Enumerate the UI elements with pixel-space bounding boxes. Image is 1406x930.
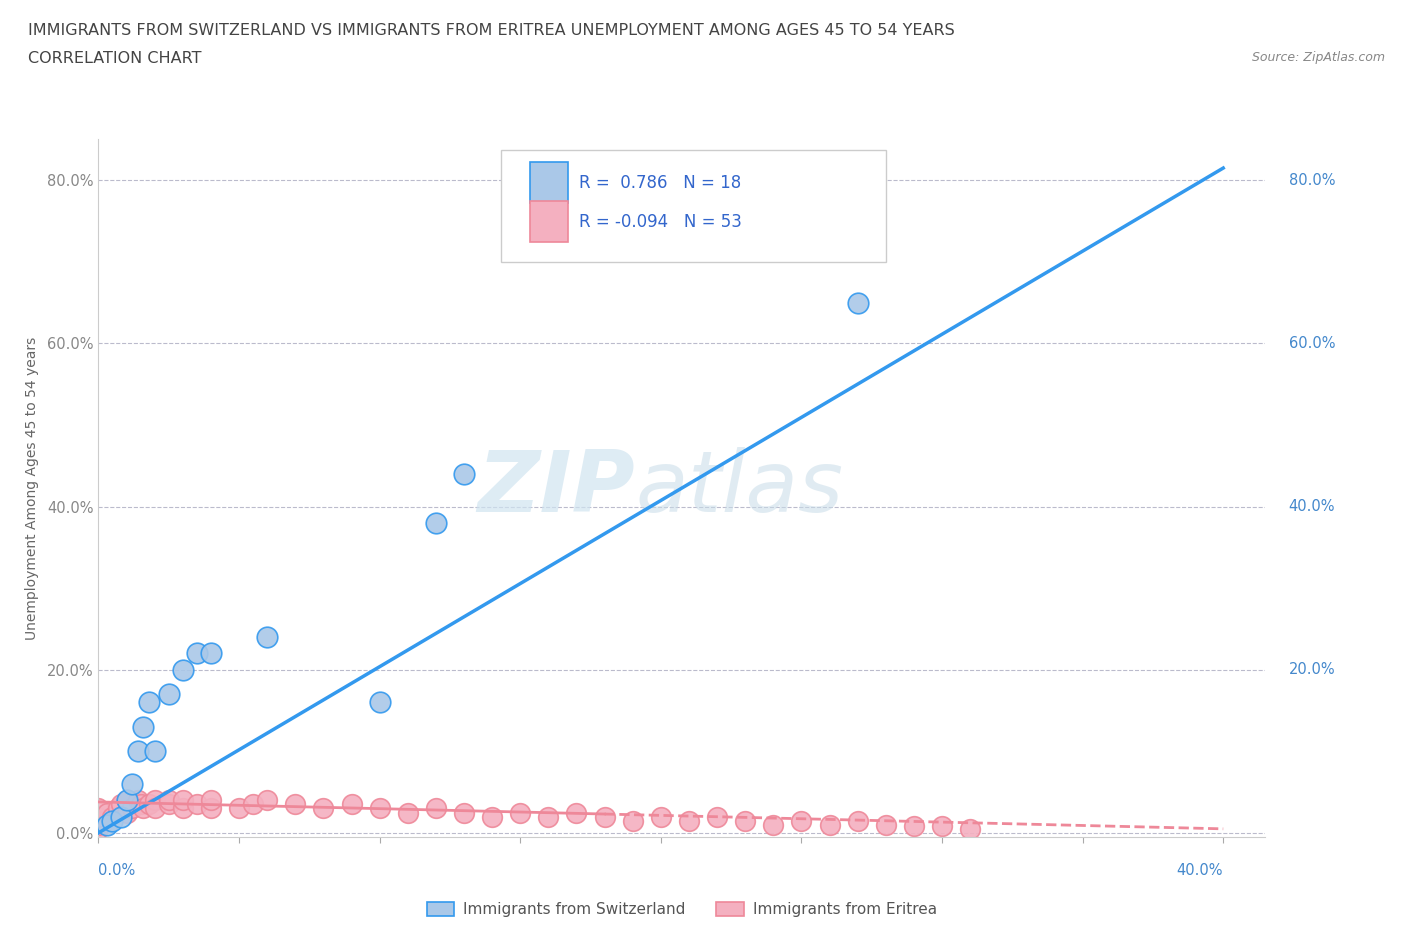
Point [143, 744, 166, 759]
Point [509, 805, 531, 820]
Point [143, 793, 166, 808]
Point [425, 801, 447, 816]
Point [96, 805, 118, 820]
Point [790, 813, 813, 828]
Point [87, 809, 110, 824]
Point [157, 793, 180, 808]
Point [256, 630, 278, 644]
FancyBboxPatch shape [530, 162, 568, 204]
Point [110, 797, 132, 812]
Point [593, 809, 616, 824]
Point [132, 720, 155, 735]
Point [453, 467, 475, 482]
Text: 20.0%: 20.0% [1289, 662, 1336, 677]
FancyBboxPatch shape [530, 201, 568, 243]
Point [172, 793, 194, 808]
Point [107, 801, 129, 816]
Point [537, 809, 560, 824]
Point [200, 646, 222, 661]
Point [186, 646, 208, 661]
Point [115, 793, 138, 808]
Point [650, 809, 672, 824]
Text: 80.0%: 80.0% [1289, 173, 1336, 188]
Point [396, 805, 419, 820]
Text: atlas: atlas [636, 446, 844, 530]
Point [959, 821, 981, 836]
Point [138, 797, 160, 812]
Point [368, 695, 391, 710]
Point [157, 686, 180, 701]
Point [110, 809, 132, 824]
Point [678, 813, 700, 828]
Point [87, 801, 110, 816]
Point [200, 793, 222, 808]
Point [875, 817, 897, 832]
Point [87, 813, 110, 828]
Point [312, 801, 335, 816]
Point [256, 793, 278, 808]
Point [931, 819, 953, 834]
Point [96, 817, 118, 832]
Point [115, 805, 138, 820]
Point [186, 797, 208, 812]
Point [172, 801, 194, 816]
Point [127, 793, 149, 808]
Point [121, 801, 143, 816]
Text: Source: ZipAtlas.com: Source: ZipAtlas.com [1251, 51, 1385, 64]
Point [101, 809, 124, 824]
Text: 0.0%: 0.0% [98, 863, 135, 878]
Point [621, 813, 644, 828]
Point [762, 817, 785, 832]
Text: 60.0%: 60.0% [1289, 336, 1336, 351]
Point [157, 797, 180, 812]
Point [101, 813, 124, 828]
Point [87, 817, 110, 832]
Point [368, 801, 391, 816]
Legend: Immigrants from Switzerland, Immigrants from Eritrea: Immigrants from Switzerland, Immigrants … [420, 897, 943, 923]
Point [481, 809, 503, 824]
Point [138, 695, 160, 710]
Point [340, 797, 363, 812]
Point [132, 801, 155, 816]
Point [734, 813, 756, 828]
Point [903, 819, 925, 834]
Text: CORRELATION CHART: CORRELATION CHART [28, 51, 201, 66]
Point [453, 805, 475, 820]
FancyBboxPatch shape [501, 150, 886, 261]
Point [846, 295, 869, 310]
Point [127, 744, 149, 759]
Text: ZIP: ZIP [478, 446, 636, 530]
Point [818, 817, 841, 832]
Text: 40.0%: 40.0% [1177, 863, 1223, 878]
Point [565, 805, 588, 820]
Point [200, 801, 222, 816]
Point [121, 777, 143, 791]
Point [846, 813, 869, 828]
Point [706, 809, 728, 824]
Point [115, 793, 138, 808]
Point [87, 821, 110, 836]
Point [425, 515, 447, 530]
Point [228, 801, 250, 816]
Text: IMMIGRANTS FROM SWITZERLAND VS IMMIGRANTS FROM ERITREA UNEMPLOYMENT AMONG AGES 4: IMMIGRANTS FROM SWITZERLAND VS IMMIGRANT… [28, 23, 955, 38]
Point [284, 797, 307, 812]
Point [172, 662, 194, 677]
Point [143, 801, 166, 816]
Text: R =  0.786   N = 18: R = 0.786 N = 18 [579, 174, 741, 192]
Text: 40.0%: 40.0% [1289, 499, 1336, 514]
Text: R = -0.094   N = 53: R = -0.094 N = 53 [579, 213, 742, 231]
Point [129, 797, 152, 812]
Y-axis label: Unemployment Among Ages 45 to 54 years: Unemployment Among Ages 45 to 54 years [24, 337, 38, 640]
Point [242, 797, 264, 812]
